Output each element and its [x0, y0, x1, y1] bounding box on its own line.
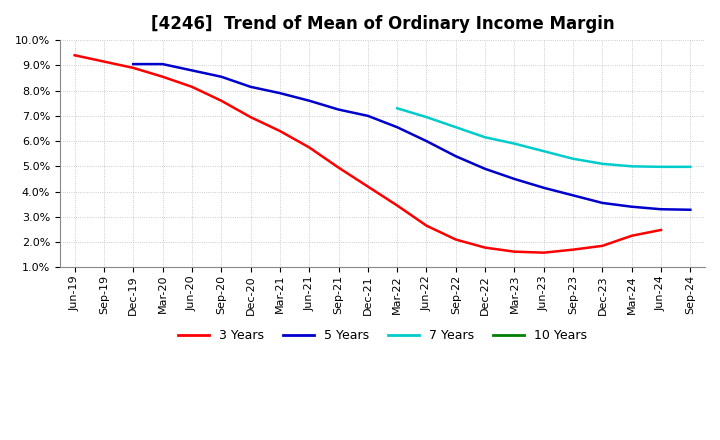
Legend: 3 Years, 5 Years, 7 Years, 10 Years: 3 Years, 5 Years, 7 Years, 10 Years	[173, 324, 593, 348]
Title: [4246]  Trend of Mean of Ordinary Income Margin: [4246] Trend of Mean of Ordinary Income …	[150, 15, 614, 33]
